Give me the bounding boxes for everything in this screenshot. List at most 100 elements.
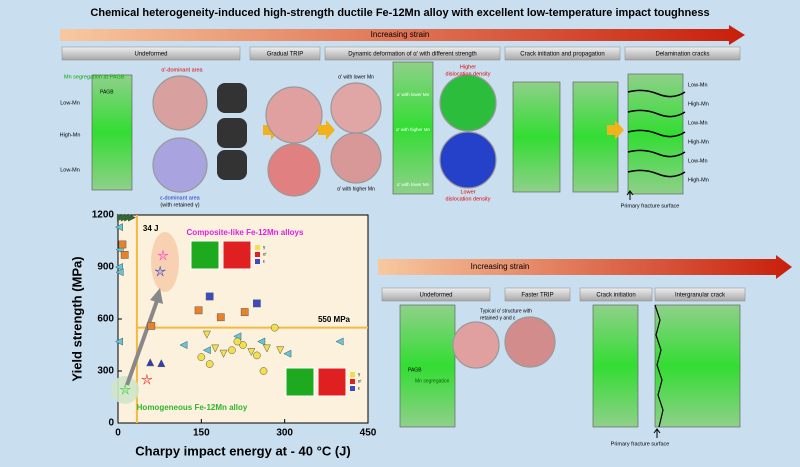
label: Gradual TRIP xyxy=(267,52,304,58)
label: Low-Mn xyxy=(688,120,708,126)
data-point xyxy=(283,349,292,358)
micrograph-circle xyxy=(439,74,497,132)
label: Homogeneous Fe-12Mn alloy xyxy=(137,403,248,412)
crack xyxy=(627,109,686,118)
phase-swatch xyxy=(350,372,355,377)
label: High-Mn xyxy=(688,139,709,145)
label: Crack initiation and propagation xyxy=(520,52,604,58)
highlight xyxy=(111,376,139,404)
data-point xyxy=(114,223,123,232)
trend-arrow xyxy=(125,297,160,386)
trend-head xyxy=(150,288,163,304)
stage-box xyxy=(61,46,241,61)
label: Faster TRIP xyxy=(521,293,553,299)
data-point xyxy=(141,374,153,385)
label: Low-Mn xyxy=(60,167,80,173)
label: dislocation density xyxy=(446,196,491,202)
step-arrow xyxy=(318,120,335,140)
label: Delamination cracks xyxy=(655,52,709,58)
label: α' with lower Mn xyxy=(338,74,374,80)
micrograph-circle xyxy=(267,143,321,197)
label: Undeformed xyxy=(134,52,167,58)
label: Low-Mn xyxy=(60,100,80,106)
y-tick-label: 1200 xyxy=(92,210,115,221)
micrograph xyxy=(654,304,741,428)
micrograph-circle xyxy=(452,321,500,369)
label: Mn segregation xyxy=(415,378,450,384)
data-point xyxy=(202,330,211,339)
phase-swatch xyxy=(350,379,355,384)
atom-image xyxy=(217,118,247,148)
stage-box xyxy=(624,46,741,61)
micrograph xyxy=(592,304,639,428)
data-point xyxy=(276,346,285,355)
data-point xyxy=(194,306,203,315)
data-point xyxy=(228,346,236,355)
label: (with retained γ) xyxy=(160,202,199,208)
data-point xyxy=(179,340,188,350)
micrograph-circle xyxy=(152,75,208,131)
phase-cube xyxy=(190,240,220,270)
step-arrow xyxy=(607,120,624,140)
y-axis-label: Yield strength (MPa) xyxy=(69,256,84,381)
y-tick-label: 900 xyxy=(97,262,114,273)
label: Dynamic deformation of α' with different… xyxy=(348,52,477,58)
data-point xyxy=(114,337,123,346)
x-tick-label: 150 xyxy=(193,428,210,439)
label: 550 MPa xyxy=(318,315,351,324)
label: α' with higher Mn xyxy=(337,186,375,192)
x-tick-label: 300 xyxy=(276,428,293,439)
stage-box xyxy=(504,287,571,302)
label: Undeformed xyxy=(419,293,452,299)
data-point xyxy=(115,268,124,277)
phase-swatch xyxy=(255,259,260,264)
stage-box xyxy=(654,287,746,302)
data-point xyxy=(257,337,266,346)
micrograph xyxy=(392,61,434,195)
phase-cube xyxy=(285,367,315,397)
micrograph-circle xyxy=(330,82,382,134)
label: Increasing strain xyxy=(471,262,530,271)
label: α'-dominant area xyxy=(161,67,203,73)
micrograph xyxy=(572,81,619,193)
y-tick-label: 0 xyxy=(108,418,114,429)
label: High-Mn xyxy=(688,101,709,107)
data-point xyxy=(147,322,156,330)
data-point xyxy=(216,313,225,322)
crack xyxy=(627,169,686,178)
micrograph-circle xyxy=(265,86,323,144)
label: α' with lower Mn xyxy=(397,182,430,187)
micrograph xyxy=(91,74,133,191)
crack xyxy=(627,129,686,138)
data-point xyxy=(157,359,166,368)
strain-arrow xyxy=(378,255,792,279)
data-point xyxy=(205,292,214,301)
label: α' with lower Mn xyxy=(397,92,430,97)
data-point xyxy=(118,240,127,249)
highlight xyxy=(151,232,179,292)
pointer xyxy=(653,428,661,438)
data-point xyxy=(202,346,211,355)
label: High-Mn xyxy=(60,132,81,138)
label: PAGB xyxy=(408,367,422,373)
data-point xyxy=(262,344,271,353)
label: Typical α' structure with xyxy=(480,308,532,314)
micrograph-circle xyxy=(330,132,382,184)
data-point xyxy=(211,344,220,353)
phase-swatch xyxy=(350,386,355,391)
strain-arrow xyxy=(60,25,745,45)
x-tick-label: 0 xyxy=(115,428,121,439)
data-point xyxy=(119,384,131,395)
data-point xyxy=(335,337,344,346)
label: α' xyxy=(263,252,267,257)
label: ε xyxy=(358,386,360,391)
data-point xyxy=(205,360,214,368)
phase-swatch xyxy=(255,245,260,250)
micrograph-circle xyxy=(504,316,556,368)
label: γ xyxy=(263,245,266,250)
title: Chemical heterogeneity-induced high-stre… xyxy=(90,7,709,19)
data-point xyxy=(240,308,249,316)
label: Primary fracture surface xyxy=(611,441,670,447)
